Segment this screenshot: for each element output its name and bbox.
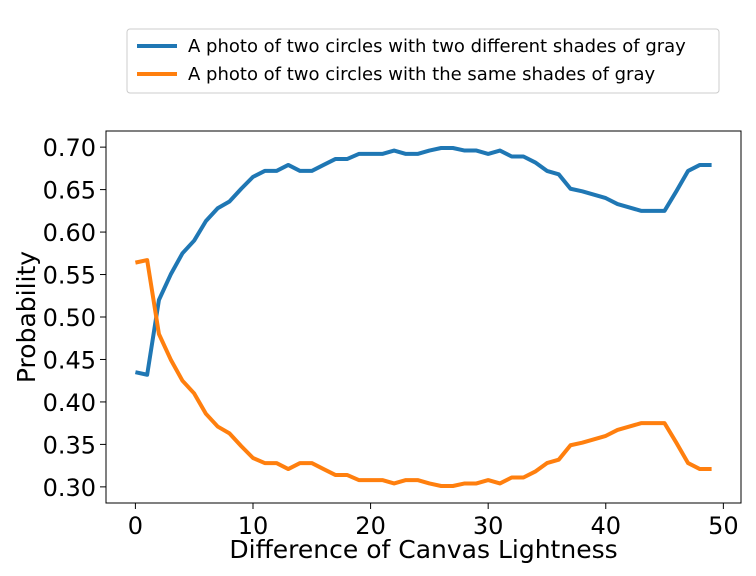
y-tick-label: 0.30 [43, 474, 96, 502]
y-tick-label: 0.55 [43, 262, 96, 290]
legend-frame [126, 28, 720, 94]
x-axis: 0 10 20 30 40 50 [128, 503, 739, 540]
y-tick-label: 0.40 [43, 389, 96, 417]
y-axis-label: Probability [12, 251, 41, 383]
legend-label-series-2: A photo of two circles with the same sha… [188, 64, 655, 85]
legend-label-series-1: A photo of two circles with two differen… [188, 36, 686, 57]
y-tick-label: 0.65 [43, 177, 96, 205]
x-tick-label: 10 [238, 512, 269, 540]
y-tick-label: 0.70 [43, 134, 96, 162]
series-layer [134, 145, 712, 489]
y-tick-label: 0.50 [43, 304, 96, 332]
x-tick-label: 0 [128, 512, 143, 540]
x-axis-label: Difference of Canvas Lightness [229, 535, 617, 564]
y-tick-label: 0.45 [43, 346, 96, 374]
x-tick-label: 30 [473, 512, 504, 540]
y-axis: 0.30 0.35 0.40 0.45 0.50 0.55 0.60 0.65 0.70 [43, 134, 106, 502]
legend: A photo of two circles with two differen… [126, 28, 720, 94]
y-tick-label: 0.35 [43, 431, 96, 459]
series-line-1 [134, 145, 712, 377]
x-tick-label: 40 [590, 512, 621, 540]
y-tick-label: 0.60 [43, 219, 96, 247]
x-tick-label: 50 [708, 512, 739, 540]
series-line-2 [134, 258, 712, 489]
x-tick-label: 20 [355, 512, 386, 540]
